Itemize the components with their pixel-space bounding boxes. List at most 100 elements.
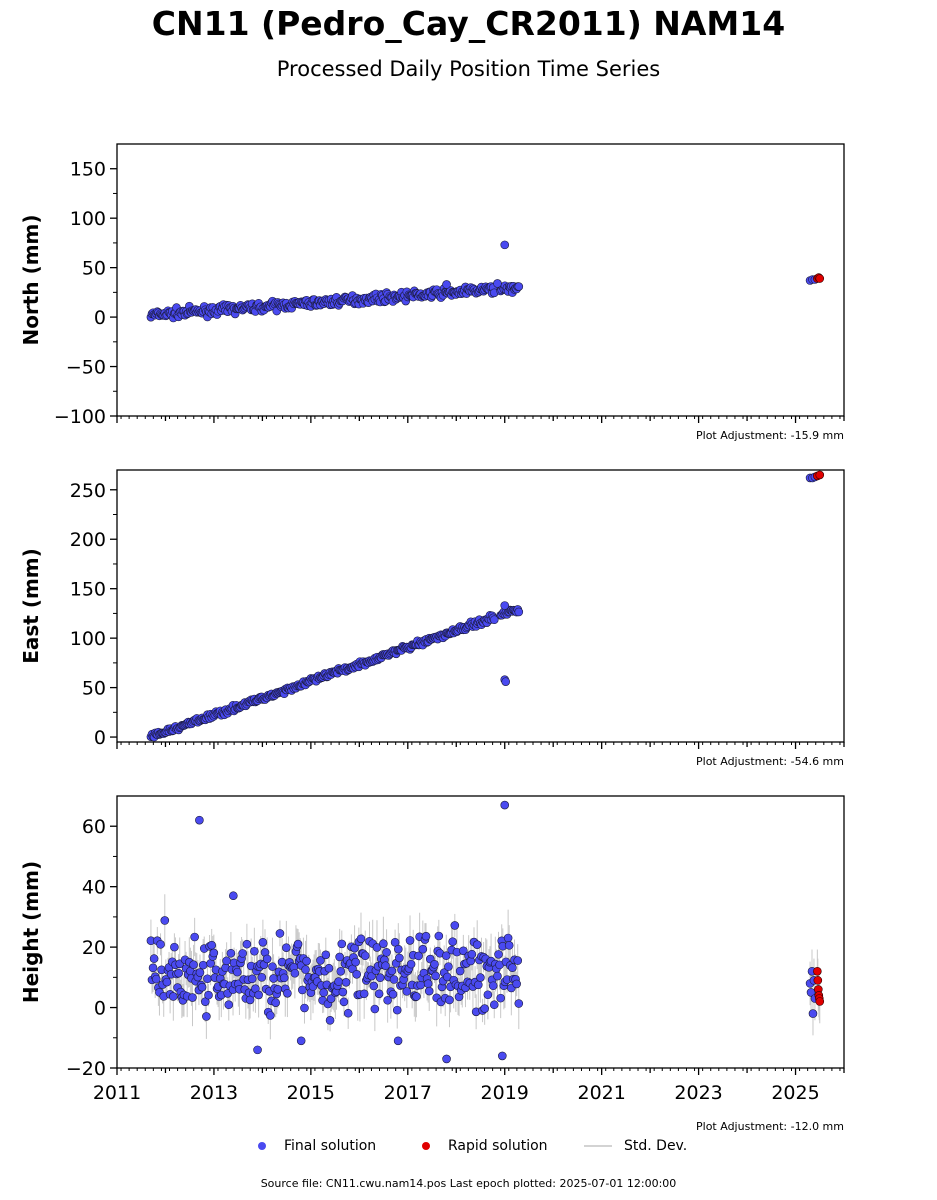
final-point [160, 916, 170, 925]
final-point [341, 978, 351, 987]
final-point [359, 989, 369, 999]
final-point [375, 973, 385, 983]
final-point [383, 995, 392, 1005]
final-point [293, 939, 303, 949]
final-point [424, 986, 434, 996]
y-tick-label: 200 [70, 529, 106, 551]
plot-area [146, 800, 825, 1064]
final-point [512, 979, 521, 989]
final-point [336, 967, 346, 976]
final-point [319, 988, 328, 997]
final-point [374, 989, 384, 999]
y-axis-label: East (mm) [19, 548, 43, 664]
final-point [301, 965, 310, 974]
chart-subtitle: Processed Daily Position Time Series [276, 57, 661, 81]
final-solution-series [146, 240, 820, 323]
final-point [508, 963, 517, 973]
final-point [450, 921, 460, 930]
x-tick-label: 2021 [577, 1082, 625, 1104]
y-tick-label: 0 [94, 307, 106, 329]
final-point [257, 973, 267, 982]
y-tick-label: 50 [82, 258, 106, 280]
panel-2: 250 200 150 100 50 0 East (mm) Plot Adjustment:… [19, 469, 845, 768]
plot-area [146, 470, 825, 742]
final-point [412, 992, 421, 1001]
final-point [483, 990, 493, 1000]
final-point [459, 946, 468, 956]
final-point [202, 1012, 211, 1021]
final-point [480, 1004, 489, 1013]
final-point [392, 1005, 402, 1015]
x-tick-label: 2019 [481, 1082, 529, 1104]
plot-adjustment: Plot Adjustment: -12.0 mm [696, 1120, 844, 1133]
y-tick-label: 0 [94, 998, 106, 1020]
final-point [273, 985, 283, 994]
final-point [496, 993, 505, 1003]
x-tick-label: 2017 [384, 1082, 432, 1104]
legend-rapid: Rapid solution [422, 1138, 548, 1154]
y-tick-label: 0 [94, 727, 106, 749]
final-point [489, 1000, 499, 1010]
final-point [162, 977, 172, 987]
final-point [381, 961, 390, 971]
x-tick-label: 2011 [93, 1082, 141, 1104]
final-point [434, 931, 444, 941]
final-point [174, 968, 183, 978]
final-point [441, 951, 451, 960]
final-point [514, 282, 524, 291]
final-point [360, 951, 370, 961]
final-point [321, 950, 331, 960]
rapid-point [815, 274, 825, 283]
final-point [372, 943, 382, 952]
final-point [472, 940, 482, 949]
final-point [379, 939, 388, 948]
final-point [189, 960, 198, 969]
final-point [488, 981, 498, 991]
final-point [258, 937, 268, 947]
rapid-solution-series [813, 966, 825, 1006]
final-point [337, 939, 347, 949]
final-point [203, 974, 212, 984]
y-tick-label: −100 [54, 406, 106, 428]
y-axis-label: North (mm) [19, 214, 43, 345]
final-point [326, 994, 336, 1003]
final-point [504, 941, 514, 950]
final-point [335, 952, 344, 962]
final-point [296, 1036, 306, 1046]
final-point [356, 934, 366, 944]
final-point [226, 948, 236, 958]
legend-std-line [584, 1145, 612, 1147]
y-tick-label: 150 [70, 579, 106, 601]
final-point [503, 933, 513, 943]
final-point [390, 937, 400, 947]
legend-std: Std. Dev. [584, 1138, 687, 1154]
final-point [350, 943, 359, 953]
final-point [500, 240, 510, 250]
final-point [431, 971, 440, 981]
final-point [222, 956, 231, 966]
final-solution-series [146, 472, 820, 742]
final-point [254, 990, 263, 1000]
final-point [207, 940, 217, 950]
final-point [514, 999, 524, 1008]
final-point [262, 954, 272, 964]
final-point [473, 980, 483, 990]
chart-title: CN11 (Pedro_Cay_CR2011) NAM14 [151, 4, 786, 43]
final-point [370, 1004, 380, 1014]
final-point [282, 943, 291, 952]
y-tick-label: 20 [82, 937, 106, 959]
final-point [229, 891, 238, 901]
final-point [198, 960, 208, 970]
final-point [195, 968, 205, 977]
final-point [467, 949, 477, 959]
final-point [338, 987, 348, 997]
final-point [498, 1051, 507, 1061]
source-footer: Source file: CN11.cwu.nam14.pos Last epo… [260, 1177, 677, 1190]
final-point [388, 989, 398, 999]
final-point [387, 966, 397, 976]
final-point [476, 973, 485, 982]
final-point [494, 950, 503, 959]
rapid-point [813, 976, 823, 985]
y-tick-label: −20 [66, 1058, 106, 1080]
final-point [188, 993, 197, 1002]
